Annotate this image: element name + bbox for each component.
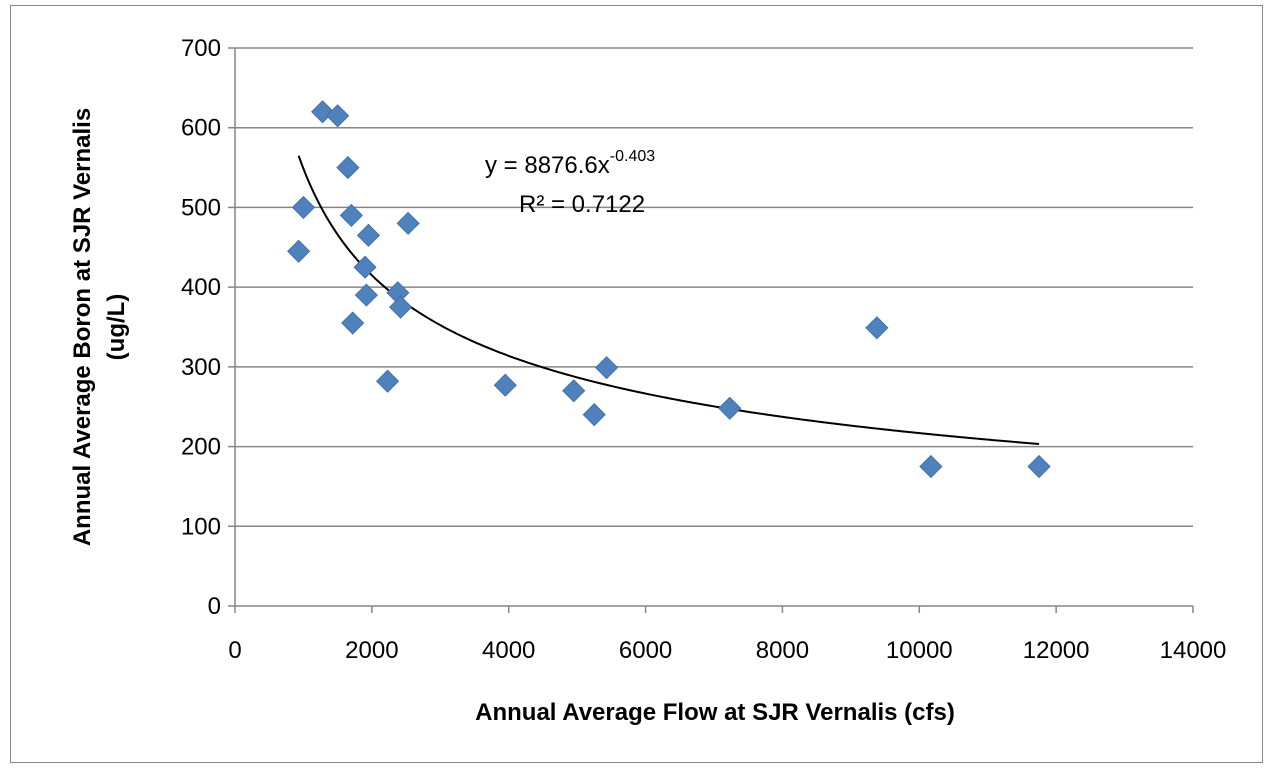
y-tick-label: 400 (181, 274, 221, 301)
x-tick-label: 0 (228, 637, 241, 664)
trendline-r-squared: R² = 0.7122 (519, 191, 645, 218)
data-point (1027, 454, 1051, 479)
data-point (339, 203, 363, 227)
data-point (562, 379, 586, 403)
y-tick-label: 700 (181, 35, 221, 62)
x-tick-label: 8000 (756, 637, 809, 664)
x-tick-label: 10000 (886, 637, 953, 664)
data-point (396, 211, 420, 235)
data-point (582, 403, 606, 427)
data-point (595, 356, 619, 380)
y-tick-label: 600 (181, 115, 221, 142)
x-tick-label: 6000 (619, 637, 672, 664)
data-point (493, 373, 517, 397)
x-tick-labels: 0 2000 4000 6000 8000 10000 12000 14000 (228, 637, 1226, 664)
trendline-path (297, 155, 1040, 445)
axes (234, 48, 1194, 613)
y-tick-label: 300 (181, 354, 221, 381)
trendline-equation-exponent: -0.403 (610, 148, 655, 165)
data-point (353, 255, 377, 279)
y-axis-title-line2: (ug/L) (103, 294, 130, 361)
x-tick-label: 14000 (1160, 637, 1227, 664)
data-point (341, 311, 365, 335)
data-point (354, 283, 378, 307)
data-point (336, 156, 360, 180)
x-axis-title: Annual Average Flow at SJR Vernalis (cfs… (475, 699, 955, 726)
data-point (865, 316, 889, 340)
x-tick-label: 12000 (1023, 637, 1090, 664)
data-point (326, 104, 350, 128)
y-tick-label: 200 (181, 434, 221, 461)
chart-frame (10, 5, 1263, 763)
y-tick-label: 0 (208, 593, 221, 620)
y-tick-labels: 0 100 200 300 400 500 600 700 (181, 35, 221, 620)
trendline (297, 155, 1040, 445)
y-axis-title-line1: Annual Average Boron at SJR Vernalis (69, 108, 96, 546)
data-point (389, 295, 413, 319)
y-tick-label: 100 (181, 513, 221, 540)
x-tick-label: 4000 (482, 637, 535, 664)
data-point (356, 223, 381, 247)
trendline-equation: y = 8876.6x-0.403 (485, 148, 655, 179)
y-tick-label: 500 (181, 194, 221, 221)
data-point (718, 396, 742, 420)
trendline-equation-base: y = 8876.6x (485, 152, 610, 179)
data-points (287, 100, 1051, 479)
data-point (291, 195, 315, 219)
x-tick-label: 2000 (345, 637, 398, 664)
gridlines (228, 47, 1193, 607)
data-point (919, 454, 943, 479)
data-point (287, 239, 311, 263)
data-point (376, 369, 400, 393)
